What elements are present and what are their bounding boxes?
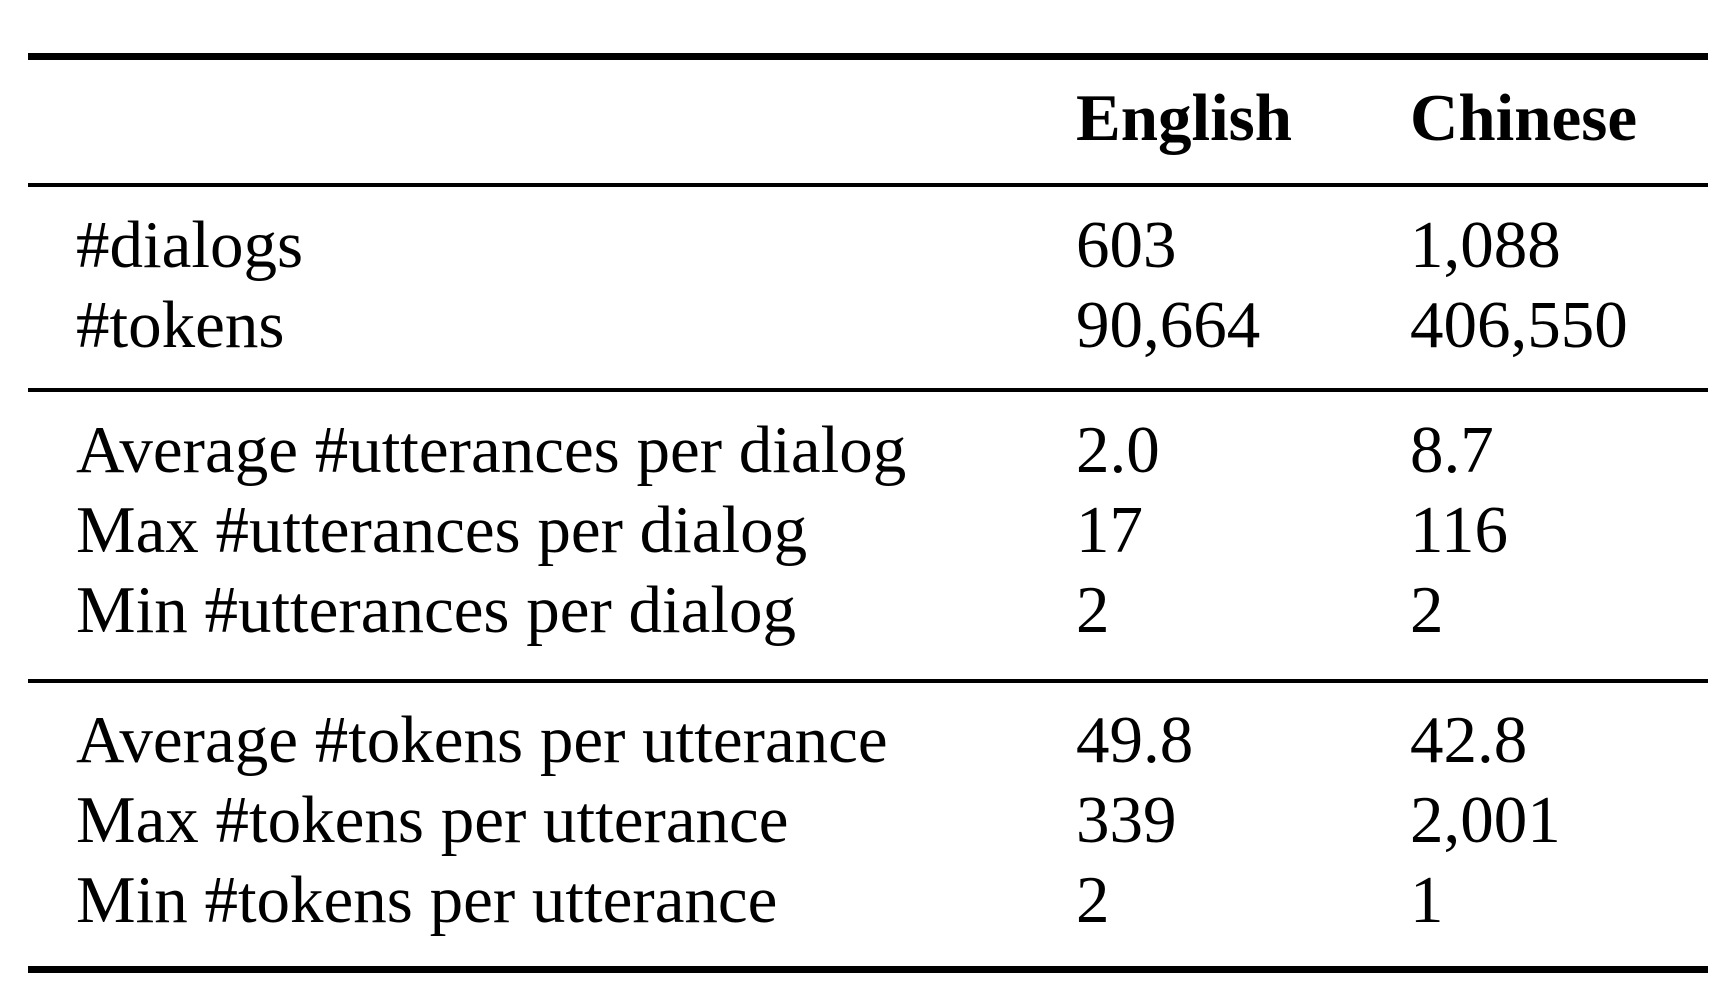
chinese-value: 406,550 [1410, 288, 1628, 362]
chinese-value: 1,088 [1410, 208, 1561, 282]
english-value: 49.8 [1076, 703, 1194, 777]
table-row: Max #utterances per dialog 17 116 [28, 490, 1708, 570]
chinese-value: 1 [1410, 863, 1444, 937]
chinese-value: 2 [1410, 573, 1444, 647]
header-rule [28, 183, 1708, 187]
table-row: Average #utterances per dialog 2.0 8.7 [28, 410, 1708, 490]
row-label: #dialogs [76, 208, 304, 282]
row-label: #tokens [76, 288, 285, 362]
row-label: Max #tokens per utterance [76, 783, 789, 857]
chinese-value: 116 [1410, 493, 1509, 567]
top-rule [28, 53, 1708, 60]
english-value: 90,664 [1076, 288, 1261, 362]
row-label: Min #utterances per dialog [76, 573, 797, 647]
chinese-value: 42.8 [1410, 703, 1528, 777]
english-value: 2 [1076, 863, 1110, 937]
chinese-value: 8.7 [1410, 413, 1494, 487]
group-divider [28, 388, 1708, 392]
table-row: Min #utterances per dialog 2 2 [28, 570, 1708, 650]
header-english: English [1076, 81, 1293, 155]
english-value: 2.0 [1076, 413, 1160, 487]
group-divider [28, 679, 1708, 683]
table-row: Min #tokens per utterance 2 1 [28, 860, 1708, 940]
row-label: Min #tokens per utterance [76, 863, 778, 937]
row-label: Average #utterances per dialog [76, 413, 907, 487]
table-row: Max #tokens per utterance 339 2,001 [28, 780, 1708, 860]
english-value: 2 [1076, 573, 1110, 647]
table-row: #tokens 90,664 406,550 [28, 285, 1708, 365]
bottom-rule [28, 966, 1708, 973]
chinese-value: 2,001 [1410, 783, 1561, 857]
statistics-table: English Chinese #dialogs 603 1,088 #toke… [28, 0, 1708, 1002]
table-row: #dialogs 603 1,088 [28, 205, 1708, 285]
table-row: Average #tokens per utterance 49.8 42.8 [28, 700, 1708, 780]
english-value: 603 [1076, 208, 1177, 282]
header-chinese: Chinese [1410, 81, 1638, 155]
english-value: 17 [1076, 493, 1143, 567]
header-row: English Chinese [28, 78, 1708, 158]
english-value: 339 [1076, 783, 1177, 857]
row-label: Max #utterances per dialog [76, 493, 808, 567]
row-label: Average #tokens per utterance [76, 703, 888, 777]
